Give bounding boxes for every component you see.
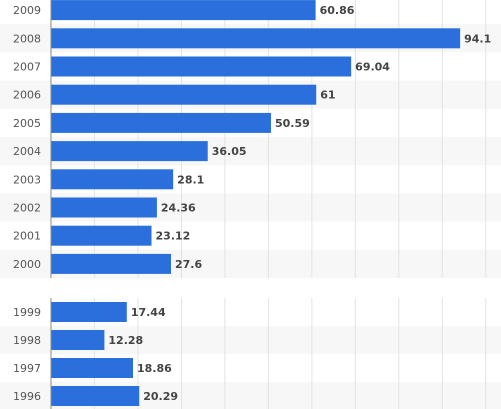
category-label: 2005	[13, 117, 41, 130]
category-label: 1997	[13, 362, 41, 375]
value-label: 27.6	[175, 258, 202, 271]
bar	[51, 28, 461, 49]
value-label: 60.86	[320, 4, 355, 17]
category-label: 2003	[13, 173, 41, 186]
value-label: 94.1	[464, 32, 491, 45]
value-label: 24.36	[161, 202, 196, 215]
category-label: 1996	[13, 390, 41, 403]
category-label: 2006	[13, 89, 41, 102]
bar	[51, 0, 316, 21]
value-label: 23.12	[156, 230, 191, 243]
category-label: 2004	[13, 145, 41, 158]
value-label: 61	[320, 89, 335, 102]
bar	[51, 84, 317, 105]
category-label: 1999	[13, 306, 41, 319]
category-label: 2007	[13, 61, 41, 74]
bar	[51, 112, 271, 133]
bar	[51, 197, 157, 218]
bar	[51, 358, 133, 378]
category-label: 1998	[13, 334, 41, 347]
bar	[51, 56, 352, 77]
value-label: 36.05	[212, 145, 247, 158]
value-label: 17.44	[131, 306, 166, 319]
category-label: 2000	[13, 258, 41, 271]
bar	[51, 225, 152, 246]
bar	[51, 141, 208, 162]
value-label: 50.59	[275, 117, 310, 130]
bar	[51, 169, 174, 190]
value-label: 28.1	[177, 173, 204, 186]
category-label: 2009	[13, 4, 41, 17]
bar	[51, 302, 127, 322]
bar	[51, 330, 105, 350]
category-label: 2008	[13, 32, 41, 45]
category-label: 2002	[13, 202, 41, 215]
value-label: 12.28	[108, 334, 143, 347]
category-label: 2001	[13, 230, 41, 243]
value-label: 18.86	[137, 362, 172, 375]
bar	[51, 386, 140, 406]
bar	[51, 253, 171, 274]
value-label: 69.04	[355, 61, 390, 74]
value-label: 20.29	[143, 390, 178, 403]
